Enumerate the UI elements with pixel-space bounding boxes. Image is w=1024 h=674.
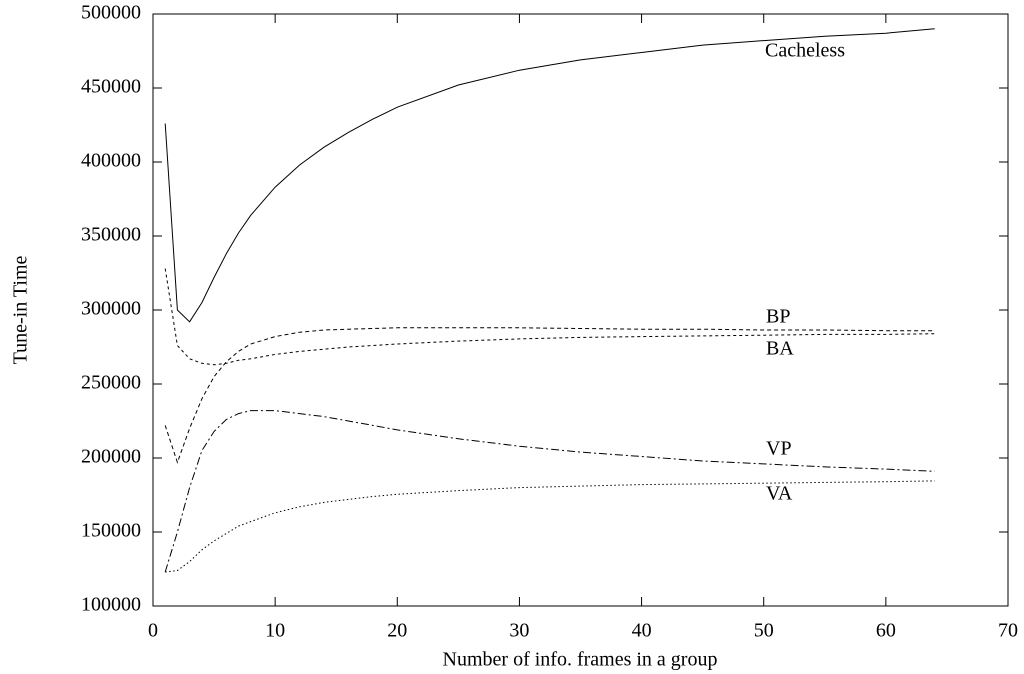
y-tick-label: 200000 <box>81 446 141 468</box>
y-axis-label: Tune-in Time <box>10 256 32 365</box>
y-tick-label: 450000 <box>81 76 141 98</box>
x-tick-label: 70 <box>998 620 1018 642</box>
series-label: BP <box>766 306 790 328</box>
x-tick-label: 0 <box>148 620 158 642</box>
y-tick-label: 100000 <box>81 594 141 616</box>
series-line <box>165 480 935 573</box>
plot-frame <box>152 13 1009 607</box>
series-line <box>164 28 935 323</box>
series-line <box>164 268 935 366</box>
x-axis-label: Number of info. frames in a group <box>443 649 718 671</box>
x-tick-label: 40 <box>632 620 652 642</box>
series-label: BA <box>766 338 794 360</box>
y-tick-label: 150000 <box>81 520 141 542</box>
y-tick-label: 350000 <box>81 224 141 246</box>
series-label: VA <box>766 483 793 505</box>
x-tick-label: 50 <box>754 620 774 642</box>
series-line <box>164 410 935 573</box>
x-tick-label: 30 <box>509 620 529 642</box>
series-line <box>164 327 935 464</box>
y-tick-label: 300000 <box>81 298 141 320</box>
x-tick-label: 60 <box>876 620 896 642</box>
x-tick-label: 20 <box>387 620 407 642</box>
y-tick-label: 500000 <box>81 2 141 24</box>
y-tick-label: 250000 <box>81 372 141 394</box>
series-label: Cacheless <box>765 40 845 62</box>
x-tick-label: 10 <box>265 620 285 642</box>
y-tick-label: 400000 <box>81 150 141 172</box>
series-label: VP <box>766 438 792 460</box>
